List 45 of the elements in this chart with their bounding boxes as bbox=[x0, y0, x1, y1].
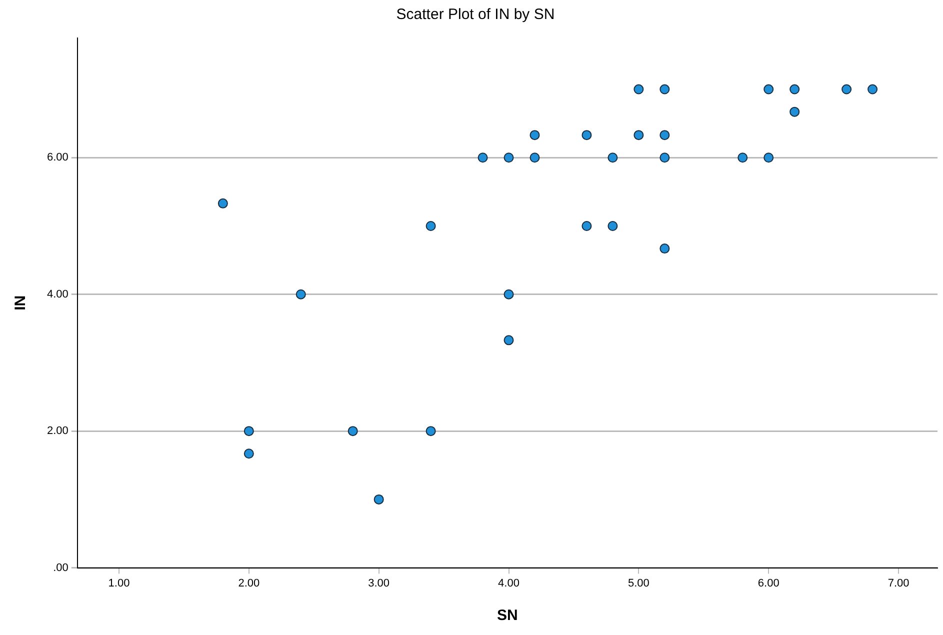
x-axis-title: SN bbox=[497, 607, 518, 624]
point bbox=[764, 152, 774, 163]
point bbox=[530, 130, 540, 140]
y-tick-label: 4.00 bbox=[46, 288, 68, 300]
point bbox=[790, 84, 800, 94]
chart-title: Scatter Plot of IN by SN bbox=[396, 6, 555, 24]
x-tick-label: 6.00 bbox=[758, 577, 780, 590]
point bbox=[348, 426, 358, 436]
point bbox=[296, 289, 306, 300]
point bbox=[634, 84, 644, 94]
x-tick-label: 4.00 bbox=[498, 577, 520, 590]
point bbox=[634, 130, 644, 140]
point bbox=[426, 426, 436, 436]
point bbox=[504, 152, 514, 163]
point bbox=[842, 84, 852, 94]
point bbox=[868, 84, 878, 94]
y-tick-label: .00 bbox=[53, 562, 68, 574]
x-tick-label: 2.00 bbox=[238, 577, 260, 590]
x-tick-label: 5.00 bbox=[628, 577, 650, 590]
point bbox=[504, 289, 514, 300]
point bbox=[244, 448, 254, 459]
y-tick-label: 6.00 bbox=[46, 152, 68, 164]
point bbox=[582, 130, 592, 140]
point bbox=[660, 244, 670, 254]
point bbox=[660, 130, 670, 140]
point bbox=[504, 335, 514, 346]
y-tick-label: 2.00 bbox=[46, 425, 68, 438]
point bbox=[582, 220, 592, 231]
point bbox=[478, 152, 488, 163]
point bbox=[218, 198, 228, 208]
x-tick-label: 7.00 bbox=[888, 577, 910, 590]
point bbox=[244, 426, 254, 436]
point bbox=[660, 152, 670, 163]
x-tick-label: 3.00 bbox=[368, 577, 390, 590]
point bbox=[426, 220, 436, 231]
y-axis-title: IN bbox=[12, 295, 30, 310]
point bbox=[660, 84, 670, 94]
point bbox=[530, 152, 540, 163]
x-tick-label: 1.00 bbox=[108, 577, 130, 590]
point bbox=[764, 84, 774, 94]
point bbox=[374, 494, 384, 504]
point bbox=[790, 106, 800, 117]
point bbox=[608, 220, 618, 231]
point bbox=[608, 152, 618, 163]
point bbox=[738, 152, 748, 163]
